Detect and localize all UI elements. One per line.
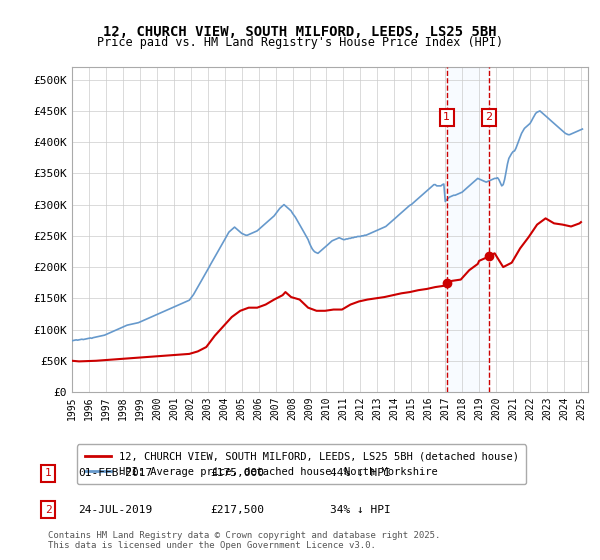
Text: 2: 2 bbox=[44, 505, 52, 515]
Text: Price paid vs. HM Land Registry's House Price Index (HPI): Price paid vs. HM Land Registry's House … bbox=[97, 36, 503, 49]
Text: Contains HM Land Registry data © Crown copyright and database right 2025.
This d: Contains HM Land Registry data © Crown c… bbox=[48, 530, 440, 550]
Text: 12, CHURCH VIEW, SOUTH MILFORD, LEEDS, LS25 5BH: 12, CHURCH VIEW, SOUTH MILFORD, LEEDS, L… bbox=[103, 25, 497, 39]
Text: £217,500: £217,500 bbox=[210, 505, 264, 515]
Bar bbox=[447, 67, 488, 392]
Text: 44% ↓ HPI: 44% ↓ HPI bbox=[330, 468, 391, 478]
Text: 2: 2 bbox=[485, 112, 492, 122]
Text: 1: 1 bbox=[44, 468, 52, 478]
Text: 01-FEB-2017: 01-FEB-2017 bbox=[78, 468, 152, 478]
Text: 1: 1 bbox=[443, 112, 450, 122]
Text: 34% ↓ HPI: 34% ↓ HPI bbox=[330, 505, 391, 515]
Text: 24-JUL-2019: 24-JUL-2019 bbox=[78, 505, 152, 515]
Legend: 12, CHURCH VIEW, SOUTH MILFORD, LEEDS, LS25 5BH (detached house), HPI: Average p: 12, CHURCH VIEW, SOUTH MILFORD, LEEDS, L… bbox=[77, 445, 526, 484]
Text: £175,000: £175,000 bbox=[210, 468, 264, 478]
